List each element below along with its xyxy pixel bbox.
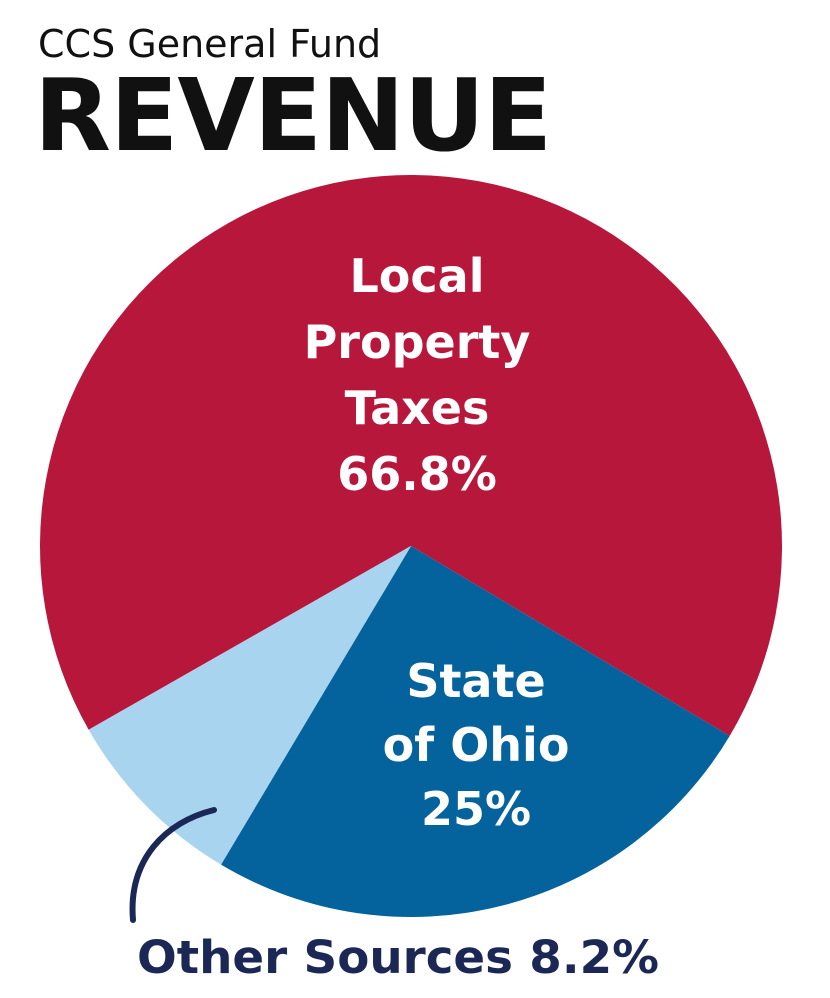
other-sources-leader-line: [129, 807, 217, 923]
label-local-property-taxes-3: Taxes: [345, 381, 490, 435]
label-local-property-taxes-2: Property: [304, 315, 531, 369]
label-other-sources: Other Sources 8.2%: [137, 931, 659, 984]
slice-local-property-taxes: [40, 174, 783, 736]
slice-other-sources: [88, 546, 412, 865]
label-state-of-ohio-1: State: [406, 654, 545, 708]
label-state-of-ohio-3: 25%: [421, 782, 531, 836]
chart-title: REVENUE: [34, 57, 552, 174]
label-state-of-ohio-2: of Ohio: [383, 718, 570, 772]
slice-state-of-ohio: [221, 546, 730, 917]
label-local-property-taxes-1: Local: [350, 249, 485, 303]
chart-subtitle: CCS General Fund: [38, 22, 382, 66]
label-local-property-taxes-4: 66.8%: [337, 447, 497, 501]
